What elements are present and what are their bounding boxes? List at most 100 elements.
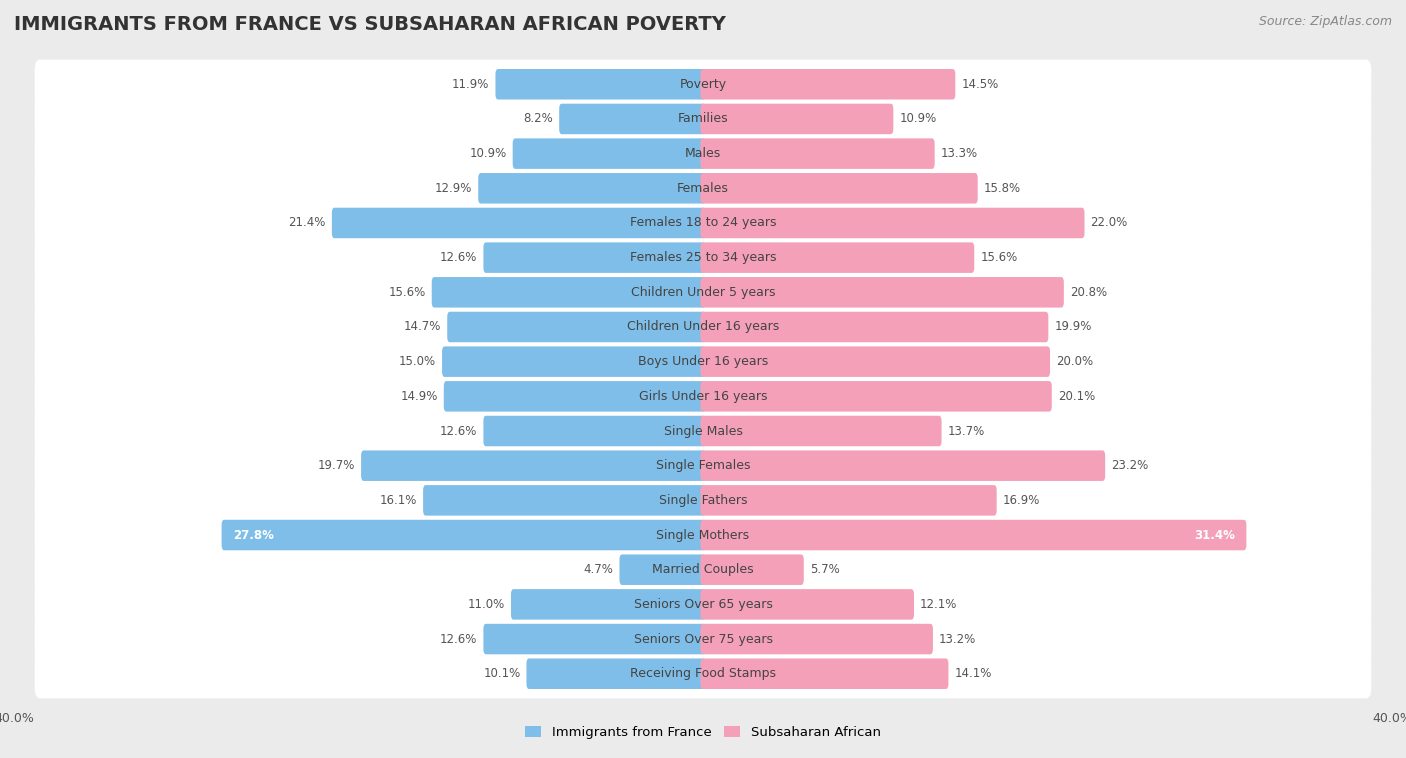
Text: 12.6%: 12.6% — [440, 424, 478, 437]
Text: 14.7%: 14.7% — [404, 321, 441, 334]
Text: 11.9%: 11.9% — [453, 78, 489, 91]
Text: 20.1%: 20.1% — [1057, 390, 1095, 402]
FancyBboxPatch shape — [700, 104, 893, 134]
Text: Boys Under 16 years: Boys Under 16 years — [638, 356, 768, 368]
Text: 15.0%: 15.0% — [399, 356, 436, 368]
Text: 15.6%: 15.6% — [388, 286, 426, 299]
Text: 27.8%: 27.8% — [233, 528, 274, 541]
FancyBboxPatch shape — [700, 208, 1084, 238]
Text: 31.4%: 31.4% — [1194, 528, 1236, 541]
Text: 23.2%: 23.2% — [1111, 459, 1149, 472]
FancyBboxPatch shape — [700, 139, 935, 169]
FancyBboxPatch shape — [35, 94, 1371, 143]
FancyBboxPatch shape — [495, 69, 706, 99]
FancyBboxPatch shape — [700, 173, 977, 204]
FancyBboxPatch shape — [35, 406, 1371, 456]
FancyBboxPatch shape — [35, 580, 1371, 629]
FancyBboxPatch shape — [35, 199, 1371, 248]
Text: Families: Families — [678, 112, 728, 125]
FancyBboxPatch shape — [620, 554, 706, 585]
Text: Children Under 16 years: Children Under 16 years — [627, 321, 779, 334]
Text: 13.2%: 13.2% — [939, 633, 976, 646]
FancyBboxPatch shape — [35, 302, 1371, 352]
FancyBboxPatch shape — [700, 277, 1064, 308]
FancyBboxPatch shape — [513, 139, 706, 169]
Text: 20.0%: 20.0% — [1056, 356, 1094, 368]
FancyBboxPatch shape — [444, 381, 706, 412]
Text: 19.9%: 19.9% — [1054, 321, 1091, 334]
FancyBboxPatch shape — [700, 346, 1050, 377]
FancyBboxPatch shape — [35, 337, 1371, 387]
FancyBboxPatch shape — [432, 277, 706, 308]
FancyBboxPatch shape — [700, 554, 804, 585]
Text: 15.8%: 15.8% — [984, 182, 1021, 195]
Text: Single Fathers: Single Fathers — [659, 494, 747, 507]
FancyBboxPatch shape — [560, 104, 706, 134]
Text: 10.1%: 10.1% — [484, 667, 520, 680]
Text: 12.1%: 12.1% — [920, 598, 957, 611]
Text: Females: Females — [678, 182, 728, 195]
Text: 14.5%: 14.5% — [962, 78, 998, 91]
Text: Source: ZipAtlas.com: Source: ZipAtlas.com — [1258, 15, 1392, 28]
FancyBboxPatch shape — [35, 233, 1371, 282]
Text: 12.6%: 12.6% — [440, 251, 478, 264]
FancyBboxPatch shape — [700, 450, 1105, 481]
FancyBboxPatch shape — [700, 589, 914, 619]
FancyBboxPatch shape — [478, 173, 706, 204]
FancyBboxPatch shape — [700, 69, 955, 99]
Text: Females 25 to 34 years: Females 25 to 34 years — [630, 251, 776, 264]
FancyBboxPatch shape — [35, 545, 1371, 594]
FancyBboxPatch shape — [700, 485, 997, 515]
FancyBboxPatch shape — [510, 589, 706, 619]
Legend: Immigrants from France, Subsaharan African: Immigrants from France, Subsaharan Afric… — [520, 720, 886, 744]
FancyBboxPatch shape — [484, 243, 706, 273]
Text: 5.7%: 5.7% — [810, 563, 839, 576]
FancyBboxPatch shape — [35, 129, 1371, 178]
FancyBboxPatch shape — [484, 415, 706, 446]
FancyBboxPatch shape — [35, 164, 1371, 213]
Text: Single Mothers: Single Mothers — [657, 528, 749, 541]
FancyBboxPatch shape — [361, 450, 706, 481]
FancyBboxPatch shape — [700, 381, 1052, 412]
FancyBboxPatch shape — [332, 208, 706, 238]
Text: Males: Males — [685, 147, 721, 160]
FancyBboxPatch shape — [700, 243, 974, 273]
Text: 16.1%: 16.1% — [380, 494, 418, 507]
FancyBboxPatch shape — [35, 510, 1371, 559]
Text: 10.9%: 10.9% — [470, 147, 506, 160]
Text: 15.6%: 15.6% — [980, 251, 1018, 264]
Text: Single Males: Single Males — [664, 424, 742, 437]
Text: IMMIGRANTS FROM FRANCE VS SUBSAHARAN AFRICAN POVERTY: IMMIGRANTS FROM FRANCE VS SUBSAHARAN AFR… — [14, 15, 725, 34]
Text: 10.9%: 10.9% — [900, 112, 936, 125]
Text: 21.4%: 21.4% — [288, 217, 326, 230]
FancyBboxPatch shape — [484, 624, 706, 654]
Text: 16.9%: 16.9% — [1002, 494, 1040, 507]
Text: 19.7%: 19.7% — [318, 459, 356, 472]
Text: Receiving Food Stamps: Receiving Food Stamps — [630, 667, 776, 680]
FancyBboxPatch shape — [526, 659, 706, 689]
FancyBboxPatch shape — [35, 268, 1371, 317]
FancyBboxPatch shape — [35, 441, 1371, 490]
FancyBboxPatch shape — [35, 615, 1371, 664]
Text: 14.9%: 14.9% — [401, 390, 437, 402]
Text: Children Under 5 years: Children Under 5 years — [631, 286, 775, 299]
Text: 13.3%: 13.3% — [941, 147, 977, 160]
Text: 8.2%: 8.2% — [523, 112, 553, 125]
Text: Single Females: Single Females — [655, 459, 751, 472]
FancyBboxPatch shape — [447, 312, 706, 343]
FancyBboxPatch shape — [35, 60, 1371, 109]
FancyBboxPatch shape — [700, 415, 942, 446]
Text: 13.7%: 13.7% — [948, 424, 984, 437]
Text: 12.9%: 12.9% — [434, 182, 472, 195]
FancyBboxPatch shape — [35, 371, 1371, 421]
Text: Females 18 to 24 years: Females 18 to 24 years — [630, 217, 776, 230]
Text: Seniors Over 65 years: Seniors Over 65 years — [634, 598, 772, 611]
FancyBboxPatch shape — [700, 624, 934, 654]
Text: 22.0%: 22.0% — [1091, 217, 1128, 230]
Text: Poverty: Poverty — [679, 78, 727, 91]
FancyBboxPatch shape — [35, 649, 1371, 698]
FancyBboxPatch shape — [222, 520, 706, 550]
Text: 14.1%: 14.1% — [955, 667, 991, 680]
Text: Girls Under 16 years: Girls Under 16 years — [638, 390, 768, 402]
FancyBboxPatch shape — [441, 346, 706, 377]
